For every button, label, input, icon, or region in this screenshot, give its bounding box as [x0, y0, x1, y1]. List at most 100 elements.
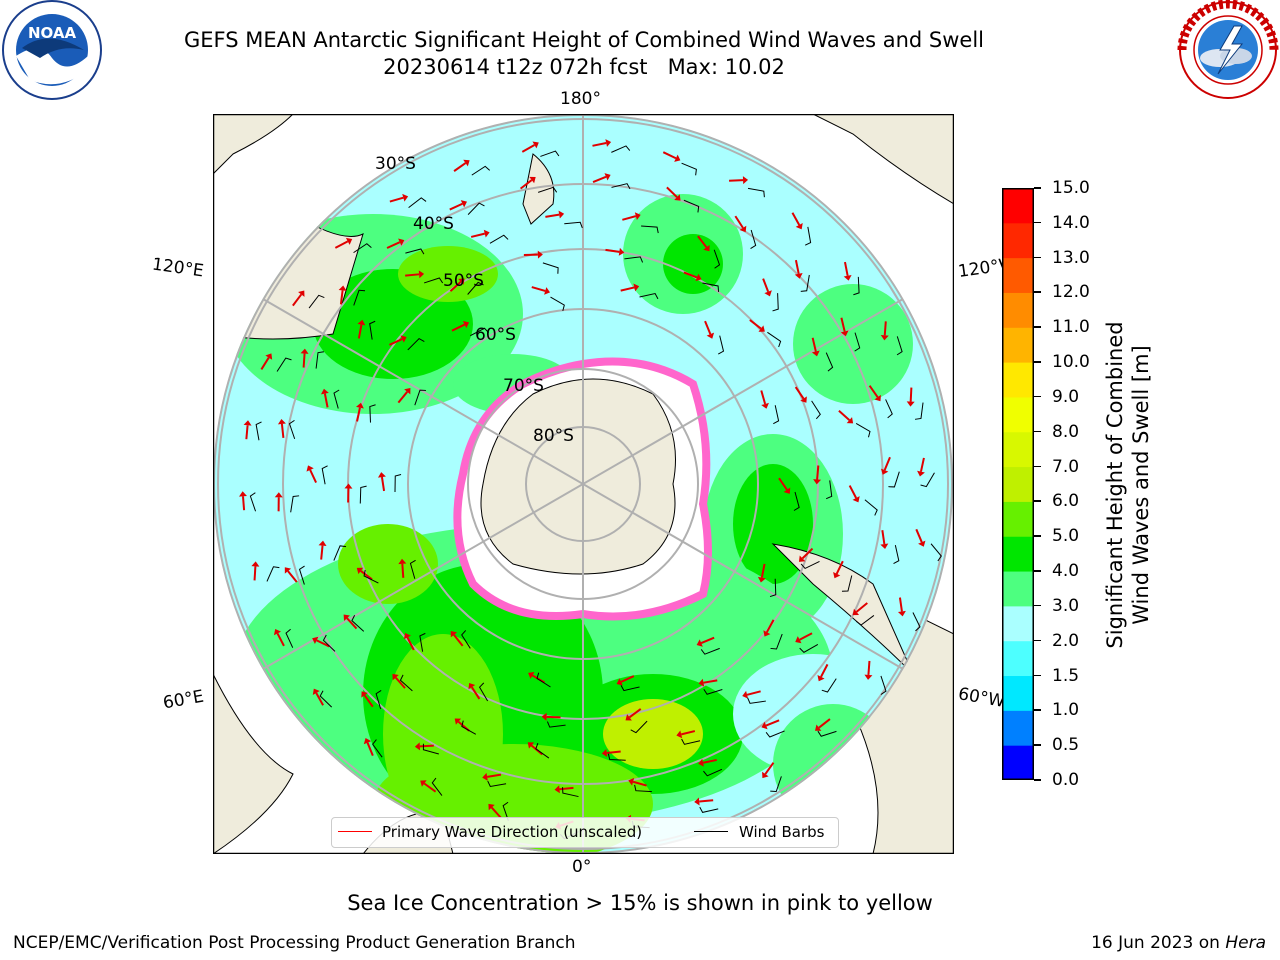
- wind-barb: [353, 289, 366, 306]
- wave-direction-arrow: [245, 425, 249, 440]
- colorbar-tick-label: 14.0: [1052, 212, 1090, 233]
- wave-direction-arrow: [470, 232, 485, 238]
- wind-barb: [419, 632, 426, 652]
- wind-barb: [793, 491, 800, 511]
- wave-direction-arrowhead: [674, 154, 681, 162]
- wave-direction-arrow: [760, 563, 766, 578]
- wave-direction-arrow: [320, 545, 324, 560]
- wave-direction-arrow: [363, 694, 374, 708]
- wave-direction-arrow: [386, 241, 401, 249]
- wave-direction-arrowhead: [703, 244, 710, 252]
- wave-direction-arrow: [699, 799, 714, 803]
- wave-direction-arrow: [749, 319, 762, 330]
- wind-barb: [912, 612, 921, 632]
- colorbar-tick-mark: [1034, 256, 1041, 259]
- wave-direction-arrowhead: [458, 278, 465, 285]
- wave-direction-arrowhead: [312, 636, 319, 644]
- wave-direction-arrowhead: [454, 718, 462, 725]
- colorbar-segment: [1002, 188, 1034, 224]
- wave-direction-arrowhead: [852, 496, 860, 503]
- wave-direction-arrowhead: [813, 479, 822, 485]
- wave-direction-arrowhead: [300, 348, 309, 354]
- wave-direction-arrowhead: [628, 777, 635, 786]
- colorbar-tick-mark: [1034, 291, 1041, 293]
- colorbar-segment: [1002, 292, 1034, 328]
- wave-direction-arrow: [883, 321, 887, 336]
- wave-direction-arrow: [519, 179, 533, 190]
- wind-barb: [634, 784, 652, 793]
- wind-barb: [770, 776, 782, 793]
- colorbar-tick-label: 0.5: [1052, 735, 1080, 756]
- wave-direction-arrowhead: [698, 758, 704, 767]
- wave-direction-arrowhead: [377, 472, 386, 478]
- colorbar-segment: [1002, 431, 1034, 468]
- wave-direction-arrowhead: [483, 229, 490, 238]
- wind-barb: [825, 480, 833, 500]
- wave-direction-arrow: [734, 215, 744, 229]
- colorbar-tick-label: 15.0: [1052, 178, 1090, 198]
- wave-direction-arrowhead: [356, 567, 364, 575]
- wave-direction-arrow: [292, 293, 303, 307]
- wave-direction-arrow: [766, 619, 775, 633]
- wave-direction-arrowhead: [795, 636, 802, 644]
- colorbar-segment: [1002, 327, 1034, 363]
- wave-direction-arrowhead: [918, 540, 926, 547]
- colorbar-tick-label: 3.0: [1052, 595, 1080, 616]
- wind-barb: [372, 739, 383, 758]
- wind-barb: [681, 738, 701, 745]
- wave-direction-arrowhead: [320, 388, 329, 395]
- wind-barb: [700, 647, 720, 655]
- wave-direction-arrow: [762, 278, 770, 293]
- wind-barb: [487, 780, 507, 788]
- colorbar-tick-label: 13.0: [1052, 247, 1090, 268]
- wave-direction-arrow: [606, 750, 621, 754]
- wave-direction-arrow: [794, 259, 800, 275]
- wind-barb: [276, 357, 292, 372]
- lat-label-30s: 30°S: [375, 154, 416, 174]
- wave-direction-arrowhead: [742, 690, 749, 699]
- wave-direction-arrow: [242, 496, 246, 511]
- wave-direction-arrow: [746, 690, 761, 696]
- wind-barb: [930, 543, 942, 562]
- colorbar-tick-mark: [1034, 361, 1041, 363]
- wind-barb: [713, 249, 721, 269]
- wind-barb: [853, 276, 860, 296]
- colorbar-tick-mark: [1034, 570, 1041, 572]
- wave-direction-arrow: [801, 547, 814, 560]
- wave-direction-arrowhead: [695, 273, 702, 282]
- lon-label-60w: 60°W: [956, 684, 1007, 712]
- wave-direction-arrowhead: [758, 325, 765, 332]
- colorbar-tick-label: 0.0: [1052, 770, 1080, 790]
- wind-barb: [471, 165, 491, 176]
- wave-direction-arrow: [346, 617, 358, 630]
- wave-direction-legend-swatch: [338, 831, 372, 832]
- wave-direction-arrow: [838, 410, 851, 421]
- wind-barb: [703, 688, 723, 695]
- wind-barb: [703, 768, 723, 777]
- colorbar-tick-mark: [1034, 221, 1041, 224]
- wave-direction-arrow: [357, 324, 363, 339]
- wave-direction-arrow: [794, 386, 805, 400]
- wave-direction-arrowhead: [698, 678, 705, 687]
- wave-direction-arrowhead: [794, 273, 803, 279]
- wind-barb: [399, 674, 413, 692]
- run-date-text: 16 Jun 2023 on: [1091, 933, 1226, 953]
- wave-direction-arrow: [490, 806, 502, 819]
- lon-label-180: 180°: [560, 89, 601, 109]
- colorbar-tick-label: 2.0: [1052, 630, 1080, 651]
- wave-direction-arrow: [380, 476, 386, 492]
- wave-direction-arrow: [423, 782, 437, 793]
- wave-direction-arrow: [451, 323, 466, 332]
- wind-barb: [319, 690, 333, 708]
- wave-direction-arrowhead: [537, 250, 543, 259]
- wind-barb: [290, 495, 300, 513]
- wave-direction-arrowhead: [528, 671, 535, 679]
- wave-direction-arrow: [546, 715, 561, 719]
- wind-barb: [880, 675, 887, 695]
- wind-barb: [841, 575, 853, 592]
- wave-direction-arrowhead: [527, 742, 535, 749]
- wind-barb: [333, 545, 347, 561]
- wind-barb: [546, 721, 566, 728]
- wave-direction-arrow: [700, 636, 715, 645]
- wind-barb: [288, 419, 296, 440]
